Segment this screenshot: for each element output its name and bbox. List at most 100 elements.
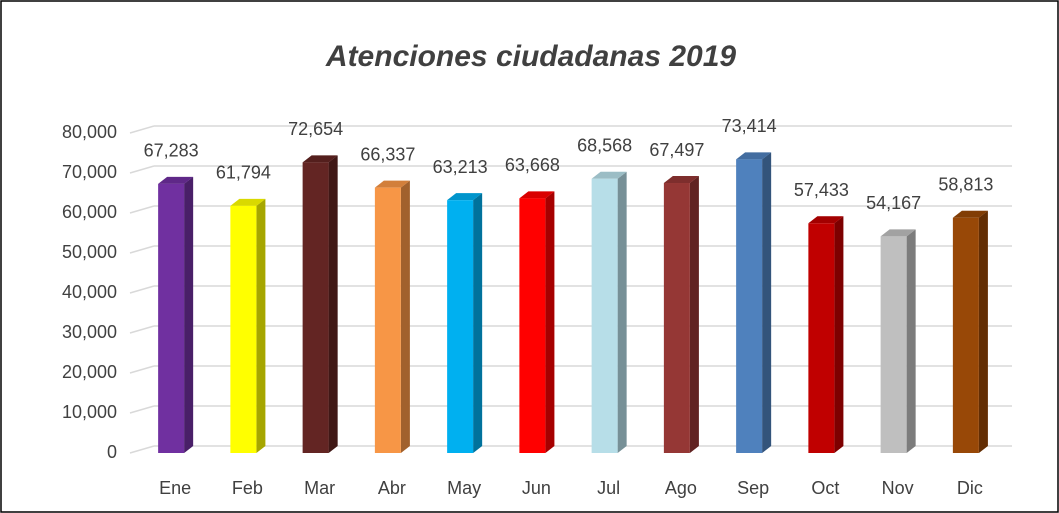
bar-top <box>230 198 266 206</box>
bar-side-shade <box>328 155 338 453</box>
bar-side <box>256 198 266 453</box>
bar <box>663 183 690 453</box>
bar-top <box>447 193 483 201</box>
x-tick-label: Sep <box>737 478 769 498</box>
x-tick-label: Ene <box>159 478 191 498</box>
bar-side <box>545 191 555 453</box>
bar <box>880 236 907 453</box>
bar-top <box>374 180 410 188</box>
value-label: 63,213 <box>433 157 488 177</box>
grid-line <box>129 445 155 454</box>
bar-top-shade <box>230 198 266 206</box>
bar-side-shade <box>762 152 772 453</box>
bar-side <box>184 176 194 454</box>
y-tick-label: 0 <box>107 442 117 462</box>
x-tick-label: Jul <box>597 478 620 498</box>
bar-top <box>591 171 627 179</box>
grid-line <box>129 205 155 214</box>
bar-side-shade <box>184 176 194 454</box>
x-tick-label: May <box>447 478 481 498</box>
y-tick-label: 50,000 <box>62 242 117 262</box>
x-tick-label: Oct <box>811 478 839 498</box>
bar <box>158 183 185 454</box>
bar-side <box>834 216 844 453</box>
bar <box>736 159 763 453</box>
grid-line <box>129 245 155 254</box>
bar-side-shade <box>689 176 699 453</box>
bar-top-shade <box>374 180 410 188</box>
value-label: 54,167 <box>866 193 921 213</box>
bar-side <box>328 155 338 453</box>
y-tick-label: 70,000 <box>62 162 117 182</box>
bar-top-shade <box>808 216 844 224</box>
x-tick-label: Jun <box>522 478 551 498</box>
bar-top-shade <box>952 210 988 218</box>
grid-line <box>129 125 155 134</box>
bar-side <box>617 171 627 453</box>
bar-top-shade <box>663 176 699 184</box>
x-tick-label: Nov <box>882 478 914 498</box>
grid-line <box>129 325 155 334</box>
grid-line <box>129 405 155 414</box>
bar-top-shade <box>519 191 555 199</box>
x-tick-label: Ago <box>665 478 697 498</box>
chart-title: Atenciones ciudadanas 2019 <box>325 40 736 73</box>
bar <box>952 217 979 453</box>
y-tick-label: 30,000 <box>62 322 117 342</box>
value-label: 67,497 <box>649 140 704 160</box>
bar-side-shade <box>400 180 410 454</box>
x-tick-label: Feb <box>232 478 263 498</box>
bar <box>374 187 401 454</box>
bar <box>230 205 257 453</box>
bar-top <box>952 210 988 218</box>
y-tick-label: 40,000 <box>62 282 117 302</box>
bar-side-shade <box>906 229 916 453</box>
bar <box>519 198 546 453</box>
bar-side <box>906 229 916 453</box>
bar-top <box>302 155 338 163</box>
bar <box>808 223 835 453</box>
bar-top <box>736 152 772 160</box>
bar-top-shade <box>302 155 338 163</box>
bar-side <box>762 152 772 453</box>
bar-top-shade <box>591 171 627 179</box>
x-tick-label: Mar <box>304 478 335 498</box>
bar-top-shade <box>736 152 772 160</box>
bar-side-shade <box>545 191 555 453</box>
bar-side <box>400 180 410 454</box>
grid-line <box>129 285 155 294</box>
value-label: 61,794 <box>216 163 271 183</box>
grid-line <box>129 365 155 374</box>
x-tick-label: Abr <box>378 478 406 498</box>
value-label: 67,283 <box>144 141 199 161</box>
value-label: 58,813 <box>938 174 993 194</box>
bar-side-shade <box>834 216 844 453</box>
bar-side-shade <box>617 171 627 453</box>
bar-side <box>689 176 699 453</box>
bar-top <box>808 216 844 224</box>
value-label: 57,433 <box>794 180 849 200</box>
value-label: 72,654 <box>288 119 343 139</box>
x-tick-label: Dic <box>957 478 983 498</box>
bar-side <box>473 193 483 453</box>
bar-side-shade <box>256 198 266 453</box>
bar <box>447 200 474 453</box>
value-label: 73,414 <box>722 116 777 136</box>
bar-side <box>978 210 988 453</box>
bar <box>302 162 329 453</box>
value-label: 68,568 <box>577 135 632 155</box>
bar-top <box>519 191 555 199</box>
bar-top <box>880 229 916 237</box>
bar-top <box>663 176 699 184</box>
y-tick-label: 80,000 <box>62 122 117 142</box>
y-tick-label: 10,000 <box>62 402 117 422</box>
bar-side-shade <box>978 210 988 453</box>
bar-top-shade <box>447 193 483 201</box>
value-label: 66,337 <box>360 144 415 164</box>
grid-line <box>129 165 155 174</box>
bar-top-shade <box>158 176 194 184</box>
bar <box>591 178 618 453</box>
bar-side-shade <box>473 193 483 453</box>
y-tick-label: 60,000 <box>62 202 117 222</box>
